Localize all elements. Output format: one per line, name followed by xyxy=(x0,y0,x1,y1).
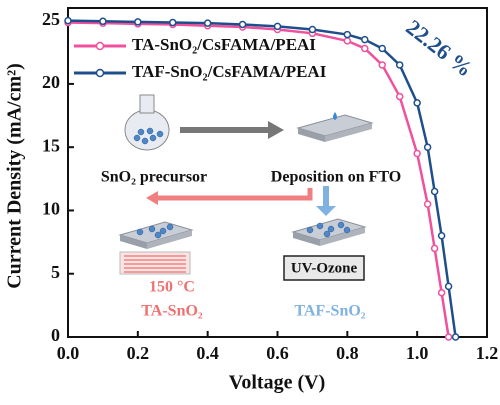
data-line xyxy=(67,19,457,338)
data-point xyxy=(361,35,369,44)
data-point xyxy=(444,282,453,291)
data-point xyxy=(378,44,386,53)
data-point xyxy=(134,18,142,26)
data-point xyxy=(413,149,421,158)
x-tick-label: 0.2 xyxy=(127,343,150,363)
legend-label: TA-SnO₂/CsFAMA/PEAI xyxy=(132,35,316,54)
data-point xyxy=(437,232,446,240)
legend-marker xyxy=(95,68,105,78)
x-tick-label: 0.0 xyxy=(57,343,80,363)
y-tick-label: 0 xyxy=(51,325,60,345)
y-tick-label: 5 xyxy=(51,262,60,282)
data-point xyxy=(238,20,247,29)
data-point xyxy=(169,18,177,27)
data-point xyxy=(378,61,386,69)
x-axis-label: Voltage (V) xyxy=(229,372,325,394)
data-point xyxy=(343,37,352,45)
efficiency-label: 22.26 % xyxy=(401,15,477,82)
inset-label: TA-SnO₂ xyxy=(141,303,203,320)
data-point xyxy=(423,200,432,208)
data-point xyxy=(273,22,282,31)
legend-marker xyxy=(95,41,105,51)
data-point xyxy=(413,99,421,107)
inset-drawing xyxy=(118,94,374,281)
y-axis-label: Current Density (mA/cm²) xyxy=(4,63,26,289)
data-point xyxy=(343,30,352,39)
data-point xyxy=(451,333,460,341)
data-point xyxy=(99,17,107,26)
x-tick-label: 1.0 xyxy=(406,343,429,363)
y-tick-label: 10 xyxy=(42,199,60,219)
inset-label: TAF-SnO₂ xyxy=(294,303,365,320)
inset-label: UV-Ozone xyxy=(291,260,358,276)
inset-label: SnO₂ precursor xyxy=(101,169,207,186)
data-point xyxy=(203,19,212,27)
y-tick-label: 15 xyxy=(42,135,60,155)
legend-label: TAF-SnO₂/CsFAMA/PEAI xyxy=(132,62,327,81)
data-point xyxy=(361,44,369,53)
data-point xyxy=(395,92,404,101)
x-tick-label: 0.4 xyxy=(196,343,219,363)
y-tick-label: 20 xyxy=(42,72,60,92)
data-point xyxy=(64,16,72,25)
data-point xyxy=(437,288,446,297)
data-point xyxy=(423,143,432,151)
data-point xyxy=(430,244,439,253)
x-tick-label: 1.2 xyxy=(476,343,499,363)
data-point xyxy=(395,61,404,69)
x-tick-label: 0.6 xyxy=(266,343,289,363)
inset-label: Deposition on FTO xyxy=(271,169,401,186)
data-point xyxy=(308,25,317,34)
data-point xyxy=(430,187,439,196)
x-tick-label: 0.8 xyxy=(336,343,359,363)
data-point xyxy=(444,333,453,341)
y-tick-label: 25 xyxy=(42,9,60,29)
inset-label: 150 °C xyxy=(149,279,195,296)
